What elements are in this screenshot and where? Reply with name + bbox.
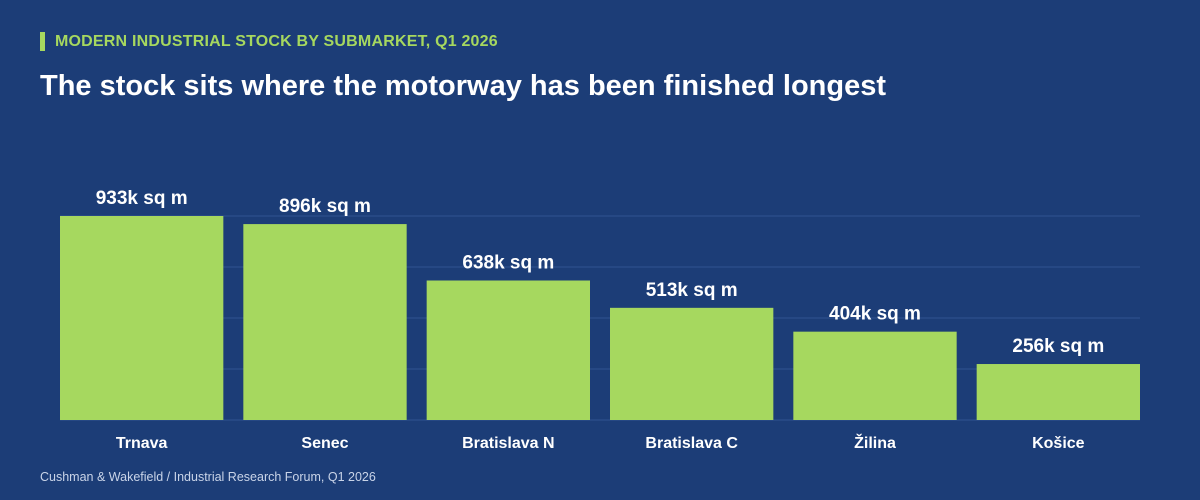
bar--ilina (793, 331, 957, 420)
x-tick-label: Bratislava C (645, 435, 738, 452)
x-tick-label: Trnava (116, 435, 168, 452)
data-label: 896k sq m (279, 196, 371, 217)
x-tick-label: Košice (1032, 435, 1085, 452)
data-label: 933k sq m (96, 188, 188, 209)
x-tick-label: Žilina (854, 433, 896, 452)
bar-bratislava-n (426, 280, 590, 420)
source-note: Cushman & Wakefield / Industrial Researc… (40, 470, 376, 484)
bar-ko-ice (976, 364, 1140, 420)
bar-bratislava-c (610, 307, 774, 420)
chart-title: The stock sits where the motorway has be… (40, 70, 887, 102)
kicker-text: MODERN INDUSTRIAL STOCK BY SUBMARKET, Q1… (55, 32, 498, 50)
data-label: 256k sq m (1012, 336, 1104, 357)
data-label: 404k sq m (829, 304, 921, 325)
bar-senec (243, 224, 407, 420)
x-tick-label: Senec (301, 435, 348, 452)
x-tick-label: Bratislava N (462, 435, 555, 452)
chart-kicker: MODERN INDUSTRIAL STOCK BY SUBMARKET, Q1… (40, 32, 498, 51)
data-label: 513k sq m (646, 280, 738, 301)
bar-trnava (60, 216, 224, 420)
kicker-accent-bar (40, 32, 45, 51)
data-label: 638k sq m (462, 253, 554, 274)
